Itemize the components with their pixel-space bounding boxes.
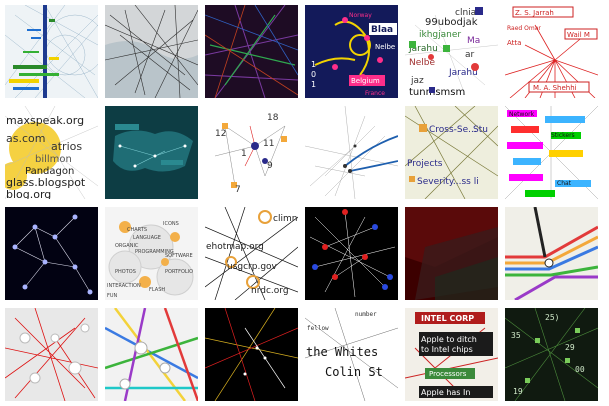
node-7: 7 xyxy=(235,185,241,195)
name-shehhi: M. A. Shehhi xyxy=(533,84,577,92)
tag-stickers: Stickers xyxy=(551,132,575,139)
site-pandagon: Pandagon xyxy=(25,166,74,177)
tag-fun: FUN xyxy=(107,293,118,299)
thumbnail-3d-spheres-red[interactable] xyxy=(5,308,98,401)
issue-stu: Stu xyxy=(473,125,488,135)
word-ma: Ma xyxy=(467,36,480,46)
tag-flash: FLASH xyxy=(149,287,165,293)
issue-cross-se: Cross-Se... xyxy=(429,125,477,135)
headline-apple-has: Apple has In xyxy=(421,388,470,397)
thumbnail-issue-tracker-graph[interactable]: Cross-Se... Stu Projects Severity...ss l… xyxy=(405,106,498,199)
issue-projects: Projects xyxy=(407,159,443,169)
label-num-1b: 1 xyxy=(311,80,316,89)
tag-charts: CHARTS xyxy=(127,227,147,233)
site-ehotmap: ehotmap.org xyxy=(206,242,264,252)
name-jarrah: Z. S. Jarrah xyxy=(515,9,554,17)
thumbnail-dark-purple-graph[interactable] xyxy=(205,5,298,98)
thumbnail-tag-bubbles[interactable]: ICONS CHARTS LANGUAGE ORGANIC PROGRAMMIN… xyxy=(105,207,198,300)
thumbnail-typewriter-text[interactable]: number fellow the Whites Colin St xyxy=(305,308,398,401)
node-11: 11 xyxy=(263,139,274,149)
site-billmon: billmon xyxy=(35,154,72,165)
thumbnail-news-graph[interactable]: INTEL CORP Apple to ditch to Intel chips… xyxy=(405,308,498,401)
word-fellow: fellow xyxy=(307,325,329,332)
label-num-1: 1 xyxy=(311,60,316,69)
phrase-the-whites: the Whites xyxy=(306,345,378,359)
name-atta: Atta xyxy=(507,39,521,47)
thumbnail-grid: Norway France Blaa Belgium Nelbe 1 0 1 c… xyxy=(5,5,598,401)
word-jarahu: Jarahu xyxy=(408,44,438,54)
tag-organic: ORGANIC xyxy=(115,243,139,249)
site-glass: glass.blogspot xyxy=(6,176,86,189)
thumbnail-numbered-node-graph[interactable]: 18 12 11 9 7 1 xyxy=(205,106,298,199)
word-number: number xyxy=(355,311,377,318)
thumbnail-blog-bubbles[interactable]: maxspeak.org as.com atrios billmon Panda… xyxy=(5,106,98,199)
tag-chat: Chat xyxy=(557,180,572,187)
num-29: 29 xyxy=(565,343,575,352)
thumbnail-colored-label-network[interactable]: Network Stickers Chat xyxy=(505,106,598,199)
thumbnail-europe-graph[interactable]: Norway France Blaa Belgium Nelbe 1 0 1 xyxy=(305,5,398,98)
site-maxspeak: maxspeak.org xyxy=(6,114,84,127)
thumbnail-colored-lines-spheres[interactable] xyxy=(105,308,198,401)
label-nelbe: Nelbe xyxy=(375,43,395,51)
tag-icons: ICONS xyxy=(163,221,179,227)
thumbnail-teal-world-map[interactable] xyxy=(105,106,198,199)
site-usgcrp: usgcrp.gov xyxy=(227,262,278,272)
word-99ubodjak: 99ubodjak xyxy=(425,17,478,28)
tag-interaction: INTERACTION xyxy=(107,283,141,289)
site-blog: blog.org xyxy=(6,188,51,199)
num-25: 25) xyxy=(545,313,559,322)
issue-severity: Severity...ss li xyxy=(417,177,479,187)
site-nrdc: nrdc.org xyxy=(251,286,289,296)
word-jaz: jaz xyxy=(410,76,424,86)
thumbnail-red-blue-nodes[interactable] xyxy=(305,207,398,300)
label-blaa: Blaa xyxy=(371,25,393,35)
node-18: 18 xyxy=(267,113,279,123)
thumbnail-red-3d-planes[interactable] xyxy=(405,207,498,300)
thumbnail-bar-network[interactable] xyxy=(5,5,98,98)
tag-programming: PROGRAMMING xyxy=(135,249,174,255)
site-as: as.com xyxy=(6,132,45,145)
headline-intel: INTEL CORP xyxy=(421,314,474,323)
thumbnail-green-numbers-graph[interactable]: 25) 35 29 00 19 xyxy=(505,308,598,401)
thumbnail-transit-map[interactable] xyxy=(505,207,598,300)
word-ikhgjaner: ikhgjaner xyxy=(419,30,461,40)
thumbnail-word-cloud-graph[interactable]: clnia 99ubodjak ikhgjaner Ma Jarahu ar N… xyxy=(405,5,498,98)
thumbnail-hijackers-network[interactable]: Z. S. Jarrah Raed Omar Wail M Atta M. A.… xyxy=(505,5,598,98)
word-ar: ar xyxy=(465,50,475,60)
word-nelbe: Nelbe xyxy=(409,58,435,68)
num-19: 19 xyxy=(513,387,523,396)
name-raed: Raed Omar xyxy=(507,25,541,32)
thumbnail-curved-edge-graph[interactable] xyxy=(305,106,398,199)
node-9: 9 xyxy=(267,161,273,171)
word-tunmsmsm: tunmsmsm xyxy=(409,87,465,98)
tag-photos: PHOTOS xyxy=(115,269,136,275)
tag-network: Network xyxy=(509,111,535,118)
tag-software: SOFTWARE xyxy=(165,253,193,259)
headline-apple-ditch: Apple to ditch xyxy=(421,335,477,344)
node-12: 12 xyxy=(215,129,226,139)
word-jarahu-2: Jarahu xyxy=(448,68,478,78)
thumbnail-black-lines[interactable] xyxy=(205,308,298,401)
num-00: 00 xyxy=(575,365,585,374)
label-belgium: Belgium xyxy=(351,77,380,85)
name-wail: Wail M xyxy=(567,31,590,39)
label-norway: Norway xyxy=(349,12,372,19)
phrase-colin-st: Colin St xyxy=(325,365,383,379)
label-processors: Processors xyxy=(429,370,467,378)
site-atrios: atrios xyxy=(51,140,82,153)
thumbnail-gray-map[interactable] xyxy=(105,5,198,98)
headline-intel-chips: to Intel chips xyxy=(421,345,473,354)
label-num-0: 0 xyxy=(311,70,316,79)
thumbnail-glowing-stars-graph[interactable] xyxy=(5,207,98,300)
word-clnia: clnia xyxy=(455,8,476,18)
num-35: 35 xyxy=(511,331,521,340)
tag-language: LANGUAGE xyxy=(133,235,161,241)
label-france: France xyxy=(365,90,385,97)
tag-portfolio: PORTFOLIO xyxy=(165,269,193,275)
node-1: 1 xyxy=(241,149,247,159)
